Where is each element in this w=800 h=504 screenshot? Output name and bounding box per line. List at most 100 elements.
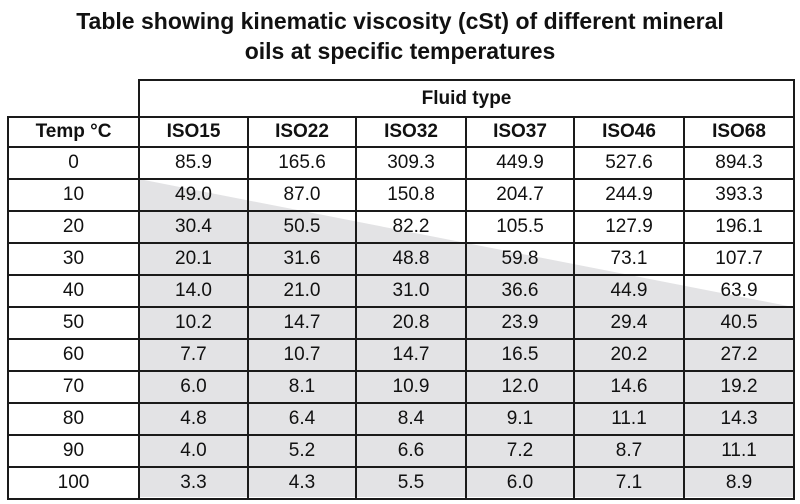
temp-cell: 50	[7, 306, 140, 340]
table-row: 40 14.0 21.0 31.0 36.6 44.9 63.9	[7, 274, 796, 308]
viscosity-cell: 165.6	[247, 146, 357, 180]
temp-cell: 20	[7, 210, 140, 244]
viscosity-cell: 10.9	[355, 370, 467, 404]
viscosity-cell: 9.1	[465, 402, 575, 436]
table-row: 50 10.2 14.7 20.8 23.9 29.4 40.5	[7, 306, 796, 340]
table-row: 60 7.7 10.7 14.7 16.5 20.2 27.2	[7, 338, 796, 372]
temp-cell: 100	[7, 466, 140, 500]
temp-cell: 80	[7, 402, 140, 436]
temp-cell: 30	[7, 242, 140, 276]
viscosity-cell: 40.5	[682, 306, 796, 340]
viscosity-cell: 20.2	[573, 338, 685, 372]
viscosity-cell: 393.3	[682, 178, 796, 212]
viscosity-cell: 44.9	[573, 274, 685, 308]
viscosity-cell: 6.0	[138, 370, 249, 404]
header-corner	[8, 80, 140, 118]
viscosity-cell: 20.1	[138, 242, 249, 276]
column-header-row: Temp °C ISO15 ISO22 ISO32 ISO37 ISO46 IS…	[7, 116, 796, 148]
viscosity-cell: 20.8	[355, 306, 467, 340]
viscosity-cell: 82.2	[355, 210, 467, 244]
viscosity-cell: 309.3	[355, 146, 467, 180]
viscosity-cell: 12.0	[465, 370, 575, 404]
viscosity-cell: 196.1	[682, 210, 796, 244]
viscosity-cell: 11.1	[573, 402, 685, 436]
header-group-row: Fluid type	[8, 79, 796, 118]
table-row: 30 20.1 31.6 48.8 59.8 73.1 107.7	[7, 242, 796, 276]
viscosity-cell: 7.7	[138, 338, 249, 372]
viscosity-cell: 59.8	[465, 242, 575, 276]
viscosity-cell: 14.7	[355, 338, 467, 372]
viscosity-cell: 3.3	[138, 466, 249, 500]
viscosity-cell: 8.7	[573, 434, 685, 468]
viscosity-cell: 244.9	[573, 178, 685, 212]
viscosity-cell: 10.2	[138, 306, 249, 340]
temp-cell: 10	[7, 178, 140, 212]
fluid-column-header: ISO46	[573, 116, 685, 148]
viscosity-cell: 31.0	[355, 274, 467, 308]
viscosity-cell: 7.2	[465, 434, 575, 468]
viscosity-cell: 14.0	[138, 274, 249, 308]
viscosity-cell: 50.5	[247, 210, 357, 244]
table-title-line-1: Table showing kinematic viscosity (cSt) …	[76, 8, 724, 34]
temp-cell: 60	[7, 338, 140, 372]
viscosity-cell: 14.7	[247, 306, 357, 340]
viscosity-cell: 5.5	[355, 466, 467, 500]
viscosity-cell: 27.2	[682, 338, 796, 372]
viscosity-cell: 10.7	[247, 338, 357, 372]
viscosity-cell: 16.5	[465, 338, 575, 372]
viscosity-cell: 30.4	[138, 210, 249, 244]
table-title-line-2: oils at specific temperatures	[244, 38, 556, 64]
viscosity-cell: 5.2	[247, 434, 357, 468]
viscosity-cell: 204.7	[465, 178, 575, 212]
temp-cell: 0	[7, 146, 140, 180]
viscosity-cell: 6.6	[355, 434, 467, 468]
viscosity-cell: 527.6	[573, 146, 685, 180]
fluid-column-header: ISO37	[465, 116, 575, 148]
temp-cell: 70	[7, 370, 140, 404]
viscosity-cell: 894.3	[682, 146, 796, 180]
viscosity-cell: 105.5	[465, 210, 575, 244]
table-row: 70 6.0 8.1 10.9 12.0 14.6 19.2	[7, 370, 796, 404]
viscosity-cell: 48.8	[355, 242, 467, 276]
viscosity-cell: 11.1	[682, 434, 796, 468]
table-row: 80 4.8 6.4 8.4 9.1 11.1 14.3	[7, 402, 796, 436]
viscosity-cell: 73.1	[573, 242, 685, 276]
temp-cell: 40	[7, 274, 140, 308]
temp-column-header: Temp °C	[7, 116, 140, 148]
viscosity-cell: 8.1	[247, 370, 357, 404]
viscosity-cell: 4.8	[138, 402, 249, 436]
viscosity-cell: 85.9	[138, 146, 249, 180]
viscosity-cell: 31.6	[247, 242, 357, 276]
fluid-column-header: ISO32	[355, 116, 467, 148]
viscosity-cell: 127.9	[573, 210, 685, 244]
viscosity-cell: 36.6	[465, 274, 575, 308]
viscosity-cell: 14.6	[573, 370, 685, 404]
viscosity-cell: 8.9	[682, 466, 796, 500]
table-row: 20 30.4 50.5 82.2 105.5 127.9 196.1	[7, 210, 796, 244]
viscosity-cell: 49.0	[138, 178, 249, 212]
temp-cell: 90	[7, 434, 140, 468]
table-row: 0 85.9 165.6 309.3 449.9 527.6 894.3	[7, 146, 796, 180]
table-title: Table showing kinematic viscosity (cSt) …	[0, 6, 800, 66]
table-row: 90 4.0 5.2 6.6 7.2 8.7 11.1	[7, 434, 796, 468]
viscosity-cell: 6.4	[247, 402, 357, 436]
viscosity-cell: 29.4	[573, 306, 685, 340]
viscosity-cell: 150.8	[355, 178, 467, 212]
table-row: 100 3.3 4.3 5.5 6.0 7.1 8.9	[7, 466, 796, 500]
viscosity-cell: 4.0	[138, 434, 249, 468]
viscosity-cell: 19.2	[682, 370, 796, 404]
viscosity-cell: 87.0	[247, 178, 357, 212]
table-row: 10 49.0 87.0 150.8 204.7 244.9 393.3	[7, 178, 796, 212]
viscosity-cell: 7.1	[573, 466, 685, 500]
viscosity-cell: 107.7	[682, 242, 796, 276]
fluid-column-header: ISO22	[247, 116, 357, 148]
table-body: 0 85.9 165.6 309.3 449.9 527.6 894.3 10 49.0 87.0…	[7, 146, 796, 500]
fluid-type-header: Fluid type	[137, 79, 796, 118]
fluid-column-header: ISO68	[682, 116, 796, 148]
viscosity-cell: 6.0	[465, 466, 575, 500]
viscosity-cell: 449.9	[465, 146, 575, 180]
viscosity-cell: 21.0	[247, 274, 357, 308]
viscosity-cell: 63.9	[682, 274, 796, 308]
viscosity-cell: 14.3	[682, 402, 796, 436]
fluid-column-header: ISO15	[138, 116, 249, 148]
